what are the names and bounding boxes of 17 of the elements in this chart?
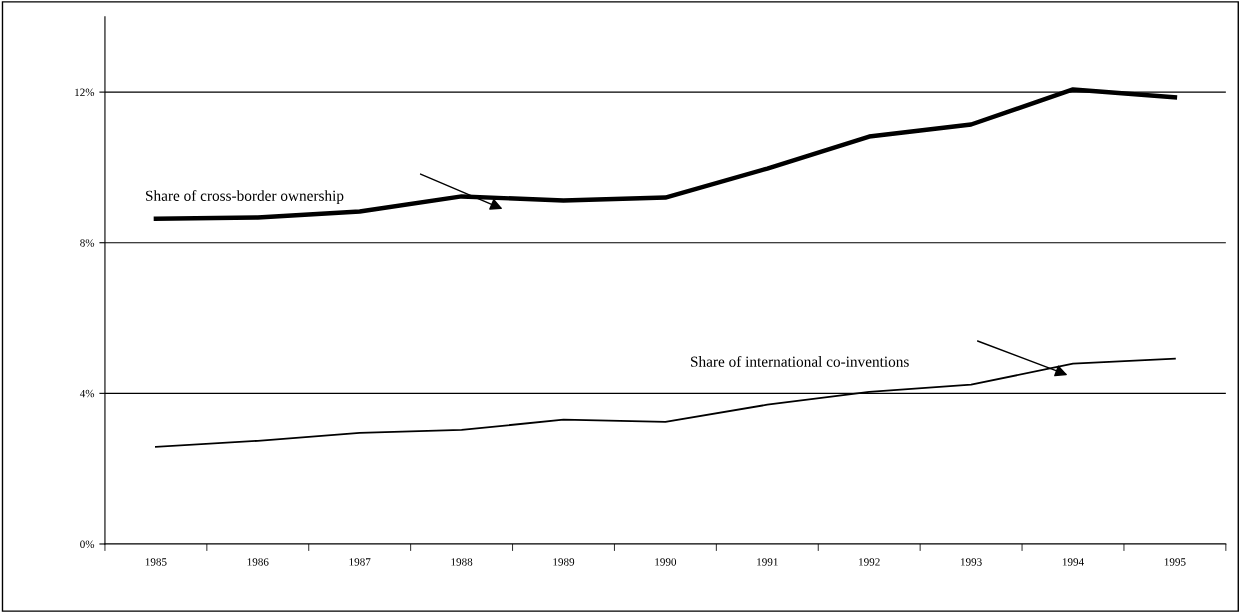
- x-tick-label: 1995: [1164, 558, 1186, 566]
- x-tick-label: 1989: [553, 558, 575, 566]
- x-tick-label: 1992: [859, 558, 880, 566]
- y-tick-label: 4%: [79, 389, 95, 398]
- x-tick-label: 1986: [247, 558, 269, 566]
- annotation: Share of international co-inventions: [691, 355, 909, 367]
- annotation: Share of cross-border ownership: [146, 189, 344, 205]
- y-tick-label: 8%: [80, 239, 95, 247]
- x-tick-label: 1985: [145, 558, 167, 566]
- x-tick-label: 1987: [349, 558, 371, 566]
- x-tick-label: 1994: [1062, 558, 1084, 566]
- y-tick-label: 12%: [75, 88, 95, 97]
- x-tick-label: 1993: [960, 558, 982, 566]
- x-tick-label: 1990: [655, 558, 677, 566]
- x-tick-label: 1991: [757, 558, 778, 566]
- y-tick-label: 0%: [80, 540, 95, 548]
- x-tick-label: 1988: [451, 558, 473, 566]
